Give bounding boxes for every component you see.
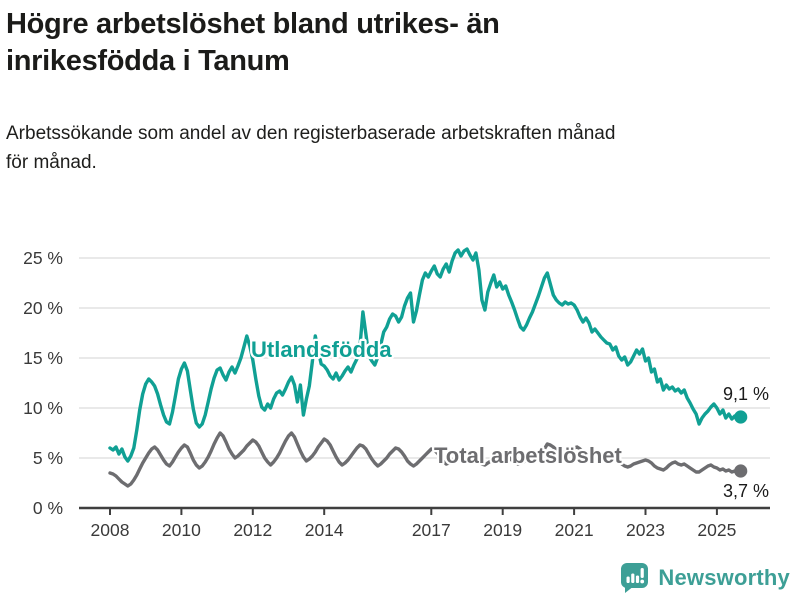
x-tick-label: 2012 <box>233 520 272 540</box>
x-tick-label: 2008 <box>91 520 130 540</box>
chart-subtitle: Arbetssökande som andel av den registerb… <box>6 119 615 178</box>
series-end-value-label: 9,1 % <box>723 384 769 404</box>
y-tick-label: 10 % <box>23 398 63 418</box>
y-tick-label: 0 % <box>33 498 63 518</box>
newsworthy-wordmark: Newsworthy <box>658 565 790 590</box>
page-title: Högre arbetslöshet bland utrikes- än inr… <box>6 6 500 80</box>
x-tick-label: 2019 <box>483 520 522 540</box>
x-tick-label: 2017 <box>412 520 451 540</box>
x-tick-label: 2021 <box>555 520 594 540</box>
y-tick-label: 20 % <box>23 298 63 318</box>
newsworthy-brand: Newsworthy <box>619 562 790 594</box>
title-line-1: Högre arbetslöshet bland utrikes- än <box>6 8 500 40</box>
series-line-utlandsfodda <box>108 247 743 463</box>
subtitle-line-2: för månad. <box>6 152 97 174</box>
series-name-label: Utlandsfödda <box>251 337 392 362</box>
series-line-total <box>108 431 743 488</box>
newsworthy-logo-icon <box>621 563 649 593</box>
subtitle-line-1: Arbetssökande som andel av den registerb… <box>6 123 616 144</box>
y-tick-label: 15 % <box>23 348 63 368</box>
line-chart-canvas: 0 % 5 % 10 % 15 % 20 % 25 % 2008 2010 2012 2014 20… <box>23 247 770 540</box>
x-tick-label: 2010 <box>162 520 201 540</box>
y-tick-label: 25 % <box>23 248 63 268</box>
series-end-dot <box>734 410 748 424</box>
series-name-label: Total arbetslöshet <box>434 443 623 468</box>
title-line-2: inrikesfödda i Tanum <box>6 45 290 78</box>
y-tick-label: 5 % <box>33 448 63 468</box>
series-end-dot <box>734 464 748 478</box>
series-end-value-label: 3,7 % <box>723 481 769 501</box>
x-tick-label: 2014 <box>305 520 344 540</box>
x-tick-label: 2023 <box>626 520 665 540</box>
x-tick-label: 2025 <box>697 520 736 540</box>
